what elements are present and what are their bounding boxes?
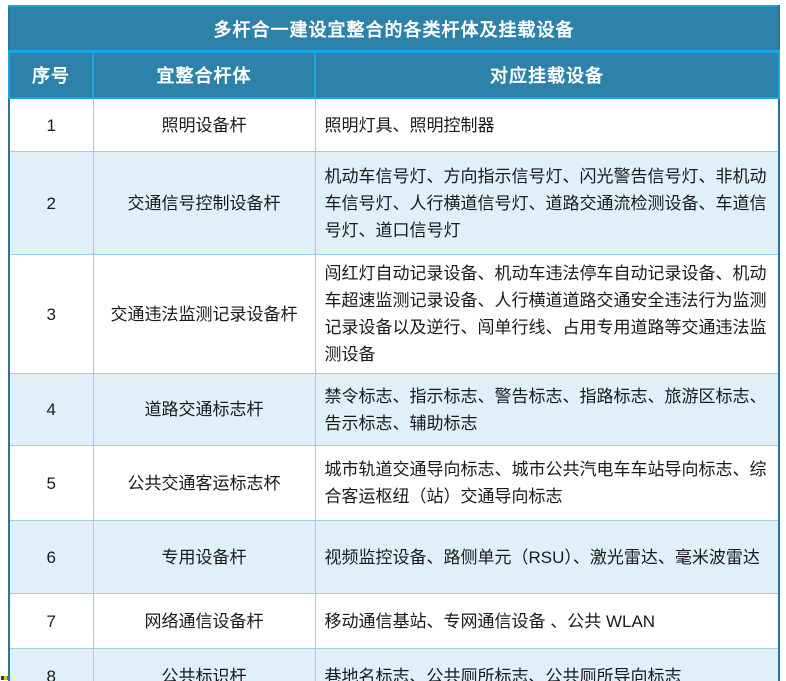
table-header-row: 序号 宜整合杆体 对应挂载设备 xyxy=(8,50,781,99)
pole-type-cell: 交通信号控制设备杆 xyxy=(92,151,316,255)
pole-type-cell: 网络通信设备杆 xyxy=(92,593,316,649)
pole-type-cell: 公共标识杆 xyxy=(92,648,316,681)
column-header-no: 序号 xyxy=(8,50,94,99)
column-header-pole: 宜整合杆体 xyxy=(92,50,316,99)
devices-cell: 机动车信号灯、方向指示信号灯、闪光警告信号灯、非机动车信号灯、人行横道信号灯、道… xyxy=(314,151,780,255)
table-row: 1 照明设备杆 照明灯具、照明控制器 xyxy=(8,97,780,152)
table-row: 4 道路交通标志杆 禁令标志、指示标志、警告标志、指路标志、旅游区标志、告示标志… xyxy=(8,373,780,446)
pole-type-cell: 专用设备杆 xyxy=(92,520,316,594)
pole-type-cell: 道路交通标志杆 xyxy=(92,373,316,446)
devices-cell: 移动通信基站、专网通信设备 、公共 WLAN xyxy=(314,593,780,649)
row-number-cell: 5 xyxy=(8,445,94,521)
devices-cell: 视频监控设备、路侧单元（RSU）、激光雷达、毫米波雷达 xyxy=(314,520,780,594)
table-title: 多杆合一建设宜整合的各类杆体及挂载设备 xyxy=(9,6,780,53)
table-row: 6 专用设备杆 视频监控设备、路侧单元（RSU）、激光雷达、毫米波雷达 xyxy=(8,520,780,594)
pole-type-cell: 公共交通客运标志杯 xyxy=(92,445,316,521)
pole-type-cell: 交通违法监测记录设备杆 xyxy=(92,254,316,374)
devices-cell: 闯红灯自动记录设备、机动车违法停车自动记录设备、机动车超速监测记录设备、人行横道… xyxy=(314,254,780,374)
devices-cell: 巷地名标志、公共厕所标志、公共厕所导向标志 xyxy=(314,648,780,681)
pole-type-cell: 照明设备杆 xyxy=(92,97,316,152)
table-row: 7 网络通信设备杆 移动通信基站、专网通信设备 、公共 WLAN xyxy=(8,593,780,649)
devices-cell: 照明灯具、照明控制器 xyxy=(314,97,780,152)
corner-mark xyxy=(1,676,10,680)
row-number-cell: 6 xyxy=(8,520,94,594)
table-row: 2 交通信号控制设备杆 机动车信号灯、方向指示信号灯、闪光警告信号灯、非机动车信… xyxy=(8,151,780,255)
row-number-cell: 1 xyxy=(8,97,94,152)
row-number-cell: 8 xyxy=(8,648,94,681)
pole-integration-table: 多杆合一建设宜整合的各类杆体及挂载设备 序号 宜整合杆体 对应挂载设备 1 照明… xyxy=(8,5,781,681)
table-title-row: 多杆合一建设宜整合的各类杆体及挂载设备 xyxy=(9,6,780,53)
devices-cell: 城市轨道交通导向标志、城市公共汽电车车站导向标志、综合客运枢纽（站）交通导向标志 xyxy=(314,445,780,521)
table-row: 5 公共交通客运标志杯 城市轨道交通导向标志、城市公共汽电车车站导向标志、综合客… xyxy=(8,445,780,521)
table-row: 3 交通违法监测记录设备杆 闯红灯自动记录设备、机动车违法停车自动记录设备、机动… xyxy=(8,254,780,374)
table-row: 8 公共标识杆 巷地名标志、公共厕所标志、公共厕所导向标志 xyxy=(8,648,780,681)
devices-cell: 禁令标志、指示标志、警告标志、指路标志、旅游区标志、告示标志、辅助标志 xyxy=(314,373,780,446)
column-header-devices: 对应挂载设备 xyxy=(313,50,781,99)
row-number-cell: 7 xyxy=(8,593,94,649)
row-number-cell: 3 xyxy=(8,254,94,374)
row-number-cell: 4 xyxy=(8,373,94,446)
row-number-cell: 2 xyxy=(8,151,94,255)
